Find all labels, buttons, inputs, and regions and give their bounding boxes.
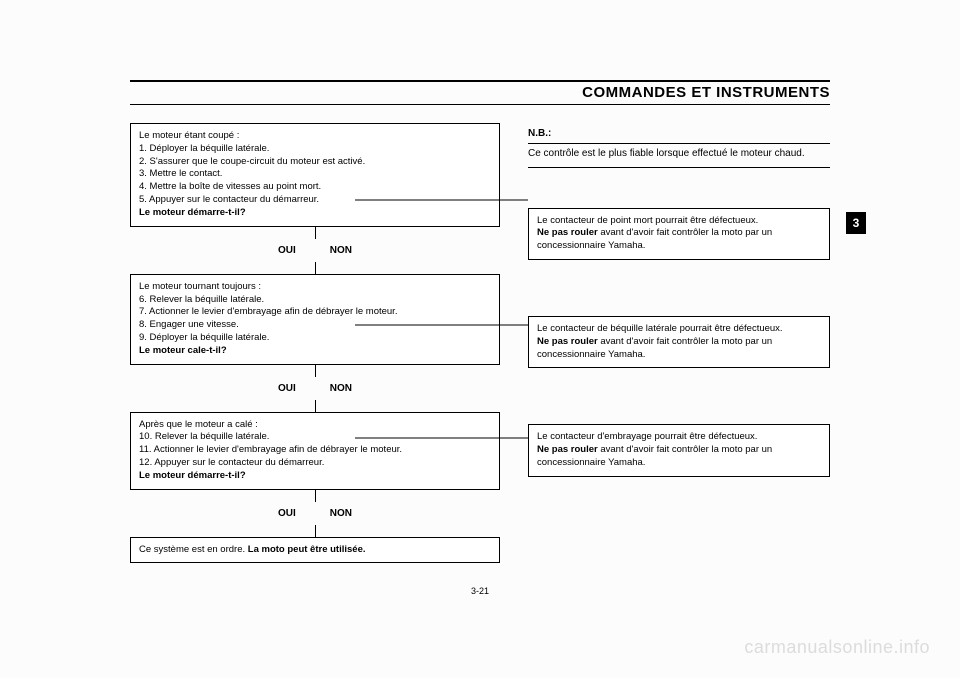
spacer	[528, 168, 830, 208]
warning-box-2: Le contacteur de béquille latérale pourr…	[528, 316, 830, 368]
box-step: 2. S'assurer que le coupe-circuit du mot…	[139, 156, 491, 169]
left-column: Le moteur étant coupé : 1. Déployer la b…	[130, 123, 500, 563]
warning-line2: Ne pas rouler avant d'avoir fait contrôl…	[537, 444, 821, 470]
spacer	[528, 260, 830, 316]
warning-box-3: Le contacteur d'embrayage pourrait être …	[528, 424, 830, 476]
page-number: 3-21	[471, 586, 489, 596]
decision-no: NON	[330, 245, 352, 256]
box-step: 3. Mettre le contact.	[139, 168, 491, 181]
box-step: 6. Relever la béquille latérale.	[139, 294, 491, 307]
box-step: 10. Relever la béquille latérale.	[139, 431, 491, 444]
box-intro: Le moteur tournant toujours :	[139, 281, 491, 294]
box-step: 11. Actionner le levier d'embrayage afin…	[139, 444, 491, 457]
connector-vertical	[315, 227, 316, 239]
watermark: carmanualsonline.info	[744, 637, 930, 658]
final-bold: La moto peut être utilisée.	[248, 544, 366, 555]
decision-row: OUI NON	[130, 508, 500, 519]
decision-row: OUI NON	[130, 245, 500, 256]
decision-no: NON	[330, 383, 352, 394]
chapter-tab: 3	[846, 212, 866, 234]
note-text: Ce contrôle est le plus fiable lorsque e…	[528, 147, 830, 161]
connector-vertical	[315, 400, 316, 412]
box-intro: Le moteur étant coupé :	[139, 130, 491, 143]
decision-yes: OUI	[278, 245, 296, 256]
box-intro: Après que le moteur a calé :	[139, 419, 491, 432]
note-block: N.B.: Ce contrôle est le plus fiable lor…	[528, 123, 830, 168]
connector-vertical	[315, 525, 316, 537]
warning-line1: Le contacteur de point mort pourrait êtr…	[537, 215, 821, 228]
spacer	[528, 368, 830, 424]
box-step: 8. Engager une vitesse.	[139, 319, 491, 332]
connector-vertical	[315, 490, 316, 502]
box-step: 12. Appuyer sur le contacteur du démarre…	[139, 457, 491, 470]
warning-bold: Ne pas rouler	[537, 227, 598, 238]
box-step: 9. Déployer la béquille latérale.	[139, 332, 491, 345]
warning-line1: Le contacteur d'embrayage pourrait être …	[537, 431, 821, 444]
connector-vertical	[315, 262, 316, 274]
section-header: COMMANDES ET INSTRUMENTS	[130, 80, 830, 105]
columns: Le moteur étant coupé : 1. Déployer la b…	[130, 123, 830, 563]
page-content: COMMANDES ET INSTRUMENTS Le moteur étant…	[130, 80, 830, 563]
warning-box-1: Le contacteur de point mort pourrait êtr…	[528, 208, 830, 260]
box-step: 7. Actionner le levier d'embrayage afin …	[139, 306, 491, 319]
warning-bold: Ne pas rouler	[537, 336, 598, 347]
step-box-3: Après que le moteur a calé : 10. Relever…	[130, 412, 500, 490]
box-step: 1. Déployer la béquille latérale.	[139, 143, 491, 156]
box-step: 5. Appuyer sur le contacteur du démarreu…	[139, 194, 491, 207]
warning-line2: Ne pas rouler avant d'avoir fait contrôl…	[537, 227, 821, 253]
decision-no: NON	[330, 508, 352, 519]
decision-yes: OUI	[278, 383, 296, 394]
warning-line1: Le contacteur de béquille latérale pourr…	[537, 323, 821, 336]
decision-yes: OUI	[278, 508, 296, 519]
box-step: 4. Mettre la boîte de vitesses au point …	[139, 181, 491, 194]
step-box-2: Le moteur tournant toujours : 6. Relever…	[130, 274, 500, 365]
note-label: N.B.:	[528, 128, 551, 139]
note-rule	[528, 143, 830, 144]
decision-row: OUI NON	[130, 383, 500, 394]
right-column: N.B.: Ce contrôle est le plus fiable lor…	[528, 123, 830, 563]
final-text: Ce système est en ordre.	[139, 544, 248, 555]
box-question: Le moteur démarre-t-il?	[139, 207, 491, 220]
box-question: Le moteur démarre-t-il?	[139, 470, 491, 483]
step-box-1: Le moteur étant coupé : 1. Déployer la b…	[130, 123, 500, 227]
warning-bold: Ne pas rouler	[537, 444, 598, 455]
final-box: Ce système est en ordre. La moto peut êt…	[130, 537, 500, 564]
warning-line2: Ne pas rouler avant d'avoir fait contrôl…	[537, 336, 821, 362]
connector-vertical	[315, 365, 316, 377]
box-question: Le moteur cale-t-il?	[139, 345, 491, 358]
